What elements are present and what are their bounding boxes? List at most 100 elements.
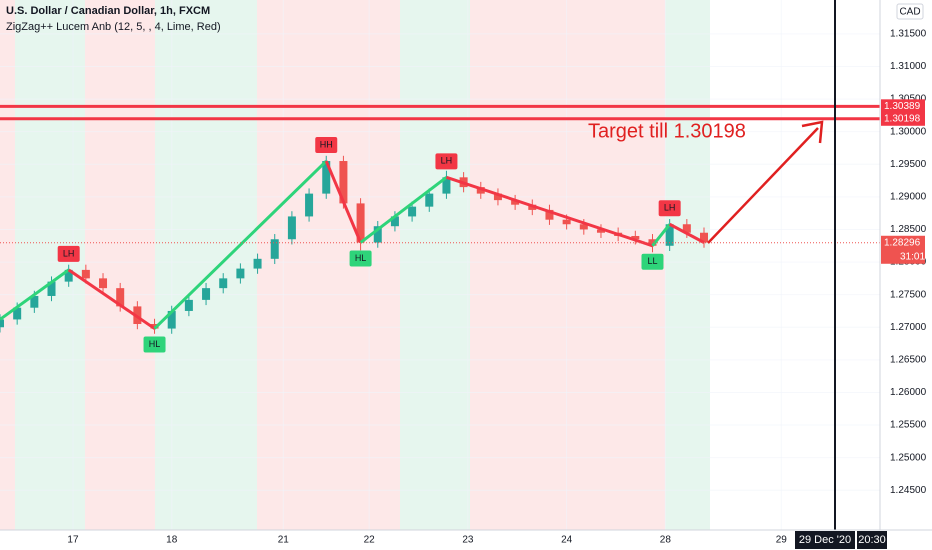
level-label: 1.30389 bbox=[884, 101, 921, 112]
zigzag-segment bbox=[359, 176, 448, 244]
pivot-label-box bbox=[143, 336, 166, 353]
y-tick-label: 1.29500 bbox=[890, 159, 927, 170]
session-down bbox=[257, 0, 400, 530]
session-up bbox=[400, 0, 470, 530]
grid bbox=[282, 0, 568, 530]
level-label: 1.30198 bbox=[884, 113, 921, 124]
session-down bbox=[0, 0, 15, 530]
candle-body bbox=[493, 193, 502, 201]
candle-body bbox=[47, 281, 56, 296]
candle-body bbox=[562, 219, 571, 225]
zigzag-segment bbox=[0, 268, 70, 321]
crosshair-time: 20:30 bbox=[858, 534, 886, 546]
candle-body bbox=[167, 310, 176, 329]
x-tick-label: 22 bbox=[364, 535, 376, 546]
candle-body bbox=[305, 193, 314, 217]
target-arrow bbox=[707, 127, 819, 244]
chart-title: U.S. Dollar / Canadian Dollar, 1h, FXCM bbox=[6, 5, 210, 17]
session-down bbox=[85, 0, 155, 530]
level-label-box bbox=[881, 111, 925, 126]
indicator-label: ZigZag++ Lucem Anb (12, 5, , 4, Lime, Re… bbox=[6, 21, 221, 33]
zigzag-segment bbox=[153, 159, 328, 330]
session-up bbox=[665, 0, 710, 530]
candle-body bbox=[476, 187, 485, 194]
x-tick-label: 18 bbox=[166, 535, 178, 546]
x-tick-label: 29 bbox=[776, 535, 788, 546]
candle-body bbox=[202, 288, 211, 300]
pivot-label: HL bbox=[355, 253, 367, 263]
candle-body bbox=[665, 224, 674, 246]
candle-body bbox=[184, 299, 193, 311]
candle-body bbox=[682, 224, 691, 233]
candle-body bbox=[81, 269, 90, 279]
axes: 1.24500 1.25000 1.25500 1.26000 1.26500 1.270… bbox=[67, 29, 926, 546]
session-up bbox=[155, 0, 257, 530]
y-tick-label: 1.25500 bbox=[890, 420, 927, 431]
x-tick-label: 21 bbox=[278, 535, 290, 546]
y-tick-label: 1.30000 bbox=[890, 126, 927, 137]
y-tick-label: 1.24500 bbox=[890, 485, 927, 496]
y-tick-label: 1.26000 bbox=[890, 387, 927, 398]
pivot-label: LH bbox=[63, 248, 75, 258]
candle-body bbox=[219, 278, 228, 289]
pivot-label: HL bbox=[149, 339, 161, 349]
zigzag-segment bbox=[668, 222, 705, 244]
crosshair-time-box bbox=[857, 531, 887, 549]
candle-body bbox=[287, 216, 296, 240]
crosshair-date-box bbox=[795, 531, 855, 549]
marks: LH HL HH HL LH LL LH bbox=[0, 104, 880, 353]
candle-body bbox=[390, 216, 399, 227]
pivot-label-box bbox=[641, 253, 664, 270]
x-tick-label: 23 bbox=[462, 535, 474, 546]
pivot-label-box bbox=[349, 250, 372, 267]
session-down bbox=[470, 0, 665, 530]
currency-box[interactable] bbox=[896, 3, 924, 20]
candle-body bbox=[373, 226, 382, 243]
price-axis bbox=[880, 0, 932, 550]
candle-body bbox=[648, 239, 657, 246]
y-tick-label: 1.27000 bbox=[890, 322, 927, 333]
candle-body bbox=[116, 288, 125, 307]
currency[interactable]: CAD bbox=[899, 7, 920, 18]
candle-body bbox=[700, 232, 708, 243]
y-tick-label: 1.25000 bbox=[890, 452, 927, 463]
target-arrowhead bbox=[801, 120, 824, 144]
pivot-label: LH bbox=[664, 203, 676, 213]
zigzag-segment bbox=[67, 268, 156, 330]
candle-body bbox=[356, 203, 365, 243]
pivot-label: LH bbox=[441, 156, 453, 166]
y-tick-label: 1.29000 bbox=[890, 192, 927, 203]
annotation: Target till 1.30198 bbox=[588, 120, 746, 142]
pivot-label: HH bbox=[320, 139, 333, 149]
session-up bbox=[15, 0, 85, 530]
last-price-box bbox=[881, 235, 925, 264]
time-axis bbox=[0, 530, 932, 550]
pivot-label-box bbox=[435, 153, 458, 170]
y-tick-label: 1.31000 bbox=[890, 61, 927, 72]
y-tick-label: 1.30500 bbox=[890, 94, 927, 105]
pivot-label-box bbox=[315, 137, 338, 154]
candle-body bbox=[64, 269, 73, 282]
candle-body bbox=[253, 258, 262, 269]
y-tick-label: 1.27500 bbox=[890, 289, 927, 300]
pivot-label: LL bbox=[647, 256, 657, 266]
candle-body bbox=[339, 161, 348, 204]
pivot-label-box bbox=[658, 200, 681, 217]
x-tick-label: 28 bbox=[660, 535, 672, 546]
candle-body bbox=[322, 161, 331, 194]
candle-body bbox=[511, 200, 520, 205]
candle-body bbox=[631, 235, 640, 240]
crosshair-date: 29 Dec '20 bbox=[799, 534, 851, 546]
zigzag-segment bbox=[651, 223, 671, 247]
candle-body bbox=[236, 268, 245, 279]
candle-body bbox=[408, 206, 417, 217]
zigzag-segment bbox=[324, 160, 362, 244]
candle-body bbox=[150, 323, 159, 329]
pivot-label-box bbox=[57, 245, 80, 262]
level-label-box bbox=[881, 99, 925, 114]
candle-body bbox=[99, 278, 108, 289]
candle-body bbox=[30, 295, 39, 308]
candle-body bbox=[270, 239, 279, 259]
y-tick-label: 1.26500 bbox=[890, 354, 927, 365]
